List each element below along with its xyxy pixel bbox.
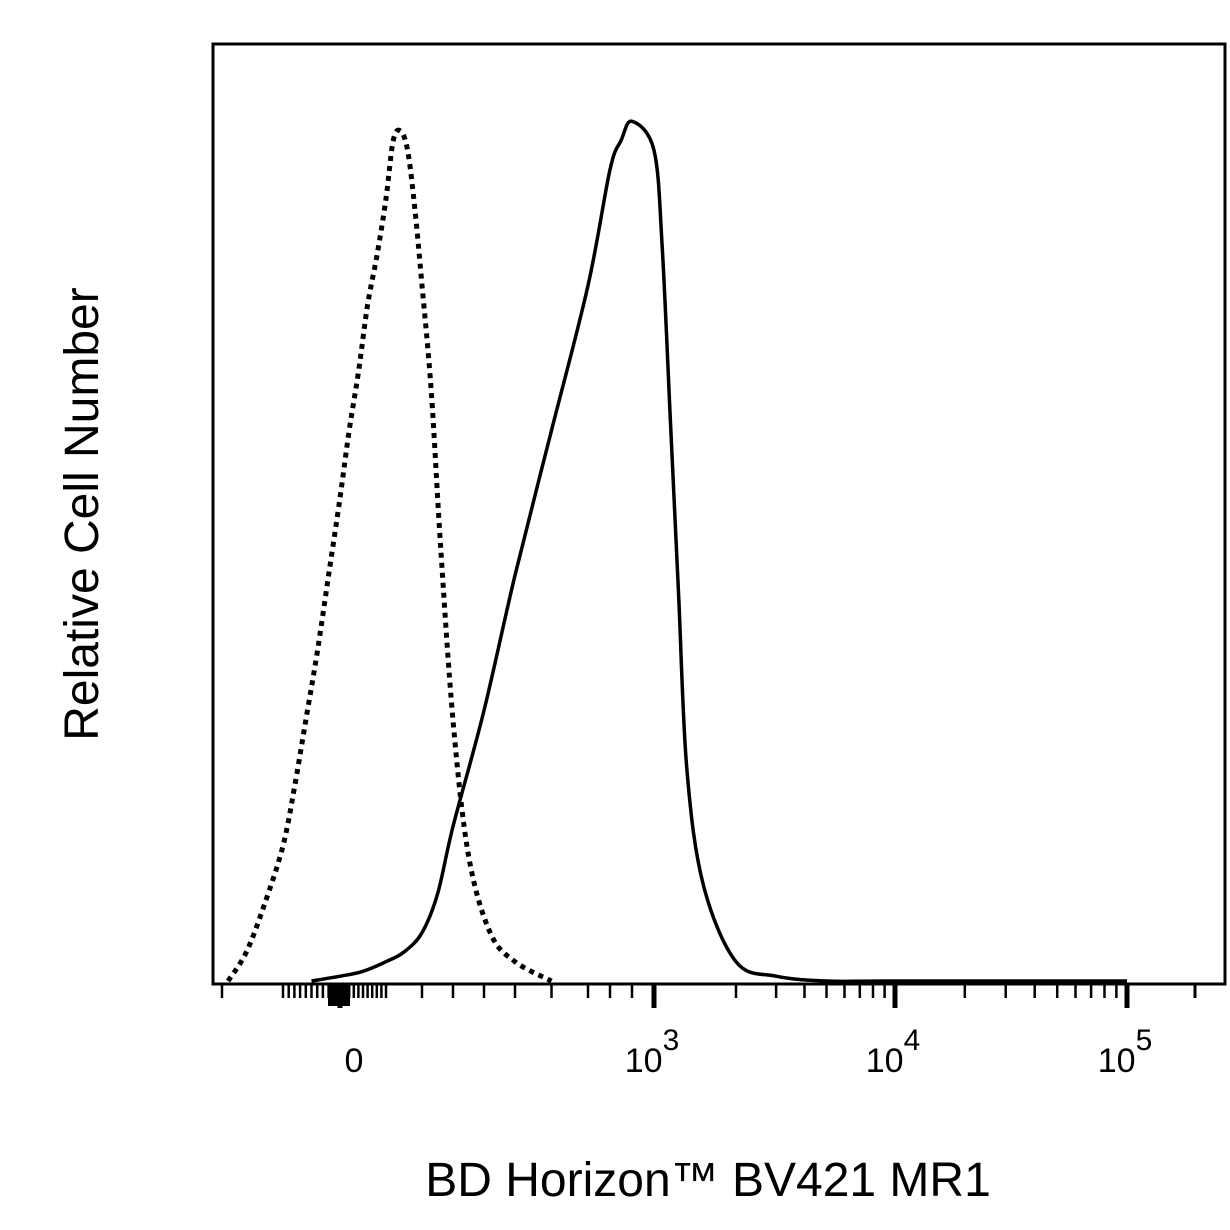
tick-base: 10 (1098, 1042, 1136, 1080)
major-ticks (328, 984, 1130, 1008)
x-axis-label: BD Horizon™ BV421 MR1 (425, 1154, 991, 1207)
tick-exponent: 5 (1136, 1024, 1153, 1057)
tick-base: 10 (866, 1042, 904, 1080)
x-tick-label: 0 (345, 1042, 364, 1080)
plot-frame (211, 42, 1227, 986)
x-tick-label: 104 (866, 1024, 921, 1080)
tick-exponent: 3 (663, 1024, 680, 1057)
minor-ticks (220, 984, 1197, 998)
y-axis-label: Relative Cell Number (56, 287, 109, 741)
series-solid-line (311, 119, 1127, 984)
x-tick-label: 103 (625, 1024, 680, 1080)
tick-exponent: 4 (904, 1024, 921, 1057)
zero-tick-cluster (328, 984, 350, 1006)
tick-base: 10 (625, 1042, 663, 1080)
series-dotted-line (226, 127, 553, 984)
x-tick-label: 105 (1098, 1024, 1153, 1080)
series-layer (226, 119, 1127, 984)
